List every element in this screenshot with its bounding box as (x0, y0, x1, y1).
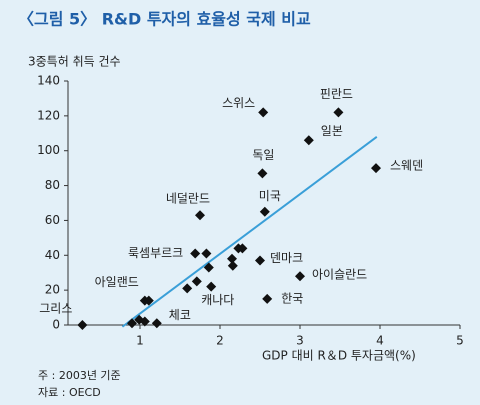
x-tick-label: 5 (456, 334, 464, 348)
point (191, 276, 202, 287)
x-tick-label: 3 (296, 334, 304, 348)
y-tick-label: 20 (45, 283, 60, 297)
point (303, 135, 314, 146)
x-tick-label: 4 (376, 334, 384, 348)
trend-line (121, 135, 378, 328)
y-tick-label: 100 (37, 143, 60, 157)
note: 주 : 2003년 기준 (38, 369, 121, 382)
point (203, 262, 214, 273)
point-label: 독일 (252, 148, 274, 162)
point (227, 253, 237, 264)
point-label: 아일랜드 (95, 275, 139, 289)
x-tick-label: 2 (216, 334, 224, 348)
point-label: 한국 (281, 291, 303, 305)
chart-title: 〈그림 5〉 R&D 투자의 효율성 국제 비교 (18, 10, 311, 29)
y-tick-label: 40 (45, 248, 60, 262)
point (295, 271, 305, 282)
x-tick-label: 1 (136, 334, 144, 348)
point (259, 206, 270, 217)
y-tick-label: 60 (45, 213, 60, 227)
point-label: 체코 (169, 308, 191, 322)
point (151, 318, 162, 329)
point (206, 281, 217, 292)
point (201, 248, 212, 259)
point-label: 일본 (321, 124, 343, 138)
y-tick-label: 140 (37, 74, 60, 88)
point-label: 네덜란드 (166, 192, 210, 206)
point (127, 318, 137, 329)
point (195, 210, 205, 221)
point-label: 덴마크 (270, 251, 303, 265)
point (258, 107, 269, 118)
x-axis-label: GDP 대비 R＆D 투자금액(%) (262, 349, 416, 363)
y-tick-label: 0 (52, 318, 60, 332)
point-label: 미국 (259, 189, 281, 203)
point (77, 320, 88, 330)
point (143, 295, 154, 306)
point (262, 293, 273, 304)
point (371, 163, 381, 174)
y-tick-label: 80 (45, 178, 60, 192)
point-label: 핀란드 (320, 87, 353, 101)
y-axis-label: 3중특허 취득 건수 (28, 55, 121, 69)
point-label: 아이슬란드 (312, 268, 367, 282)
point (190, 248, 201, 259)
note: 자료 : OECD (38, 386, 101, 399)
point-label: 스웨덴 (390, 159, 423, 173)
point (139, 316, 150, 327)
point (227, 260, 238, 271)
point (257, 168, 268, 179)
point (333, 107, 344, 118)
point (182, 283, 193, 294)
point-label: 캐나다 (201, 293, 234, 307)
point (237, 243, 248, 254)
point (255, 255, 265, 266)
point-label: 스위스 (222, 96, 255, 110)
point-label: 룩셈부르크 (128, 246, 183, 260)
point-label: 그리스 (39, 302, 72, 316)
y-tick-label: 120 (37, 108, 60, 122)
